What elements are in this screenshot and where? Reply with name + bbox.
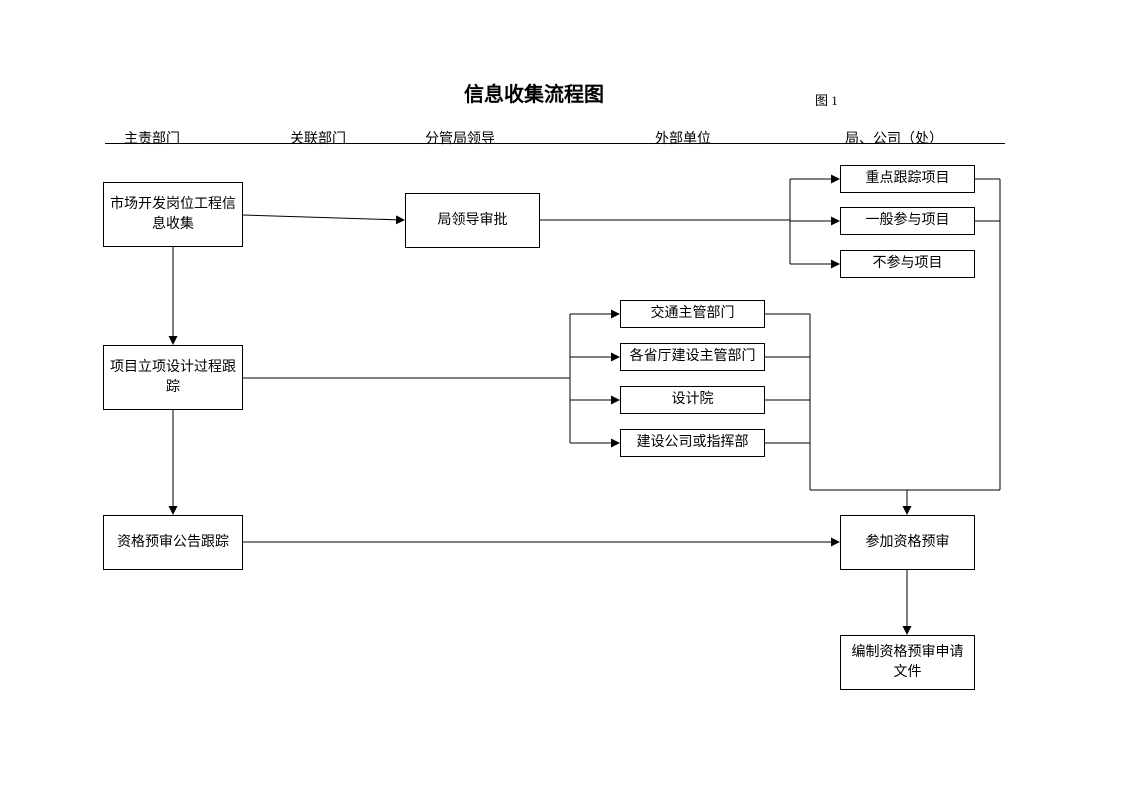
node-design-institute: 设计院 [620,386,765,414]
header-col2: 关联部门 [290,128,346,148]
node-prepare-docs: 编制资格预审申请文件 [840,635,975,690]
node-general-participation: 一般参与项目 [840,207,975,235]
node-key-tracking: 重点跟踪项目 [840,165,975,193]
node-project-design-tracking: 项目立项设计过程跟踪 [103,345,243,410]
page-title: 信息收集流程图 [464,78,604,107]
header-col4: 外部单位 [655,128,711,148]
node-prequal-announcement: 资格预审公告跟踪 [103,515,243,570]
node-construction-company: 建设公司或指挥部 [620,429,765,457]
figure-label: 图 1 [815,90,838,109]
node-market-dev-info: 市场开发岗位工程信息收集 [103,182,243,247]
header-col3: 分管局领导 [425,128,495,148]
node-bureau-approval: 局领导审批 [405,193,540,248]
header-col1: 主责部门 [124,128,180,148]
node-participate-prequal: 参加资格预审 [840,515,975,570]
node-no-participation: 不参与项目 [840,250,975,278]
node-provincial-construction: 各省厅建设主管部门 [620,343,765,371]
node-traffic-dept: 交通主管部门 [620,300,765,328]
header-col5: 局、公司（处） [845,128,943,148]
